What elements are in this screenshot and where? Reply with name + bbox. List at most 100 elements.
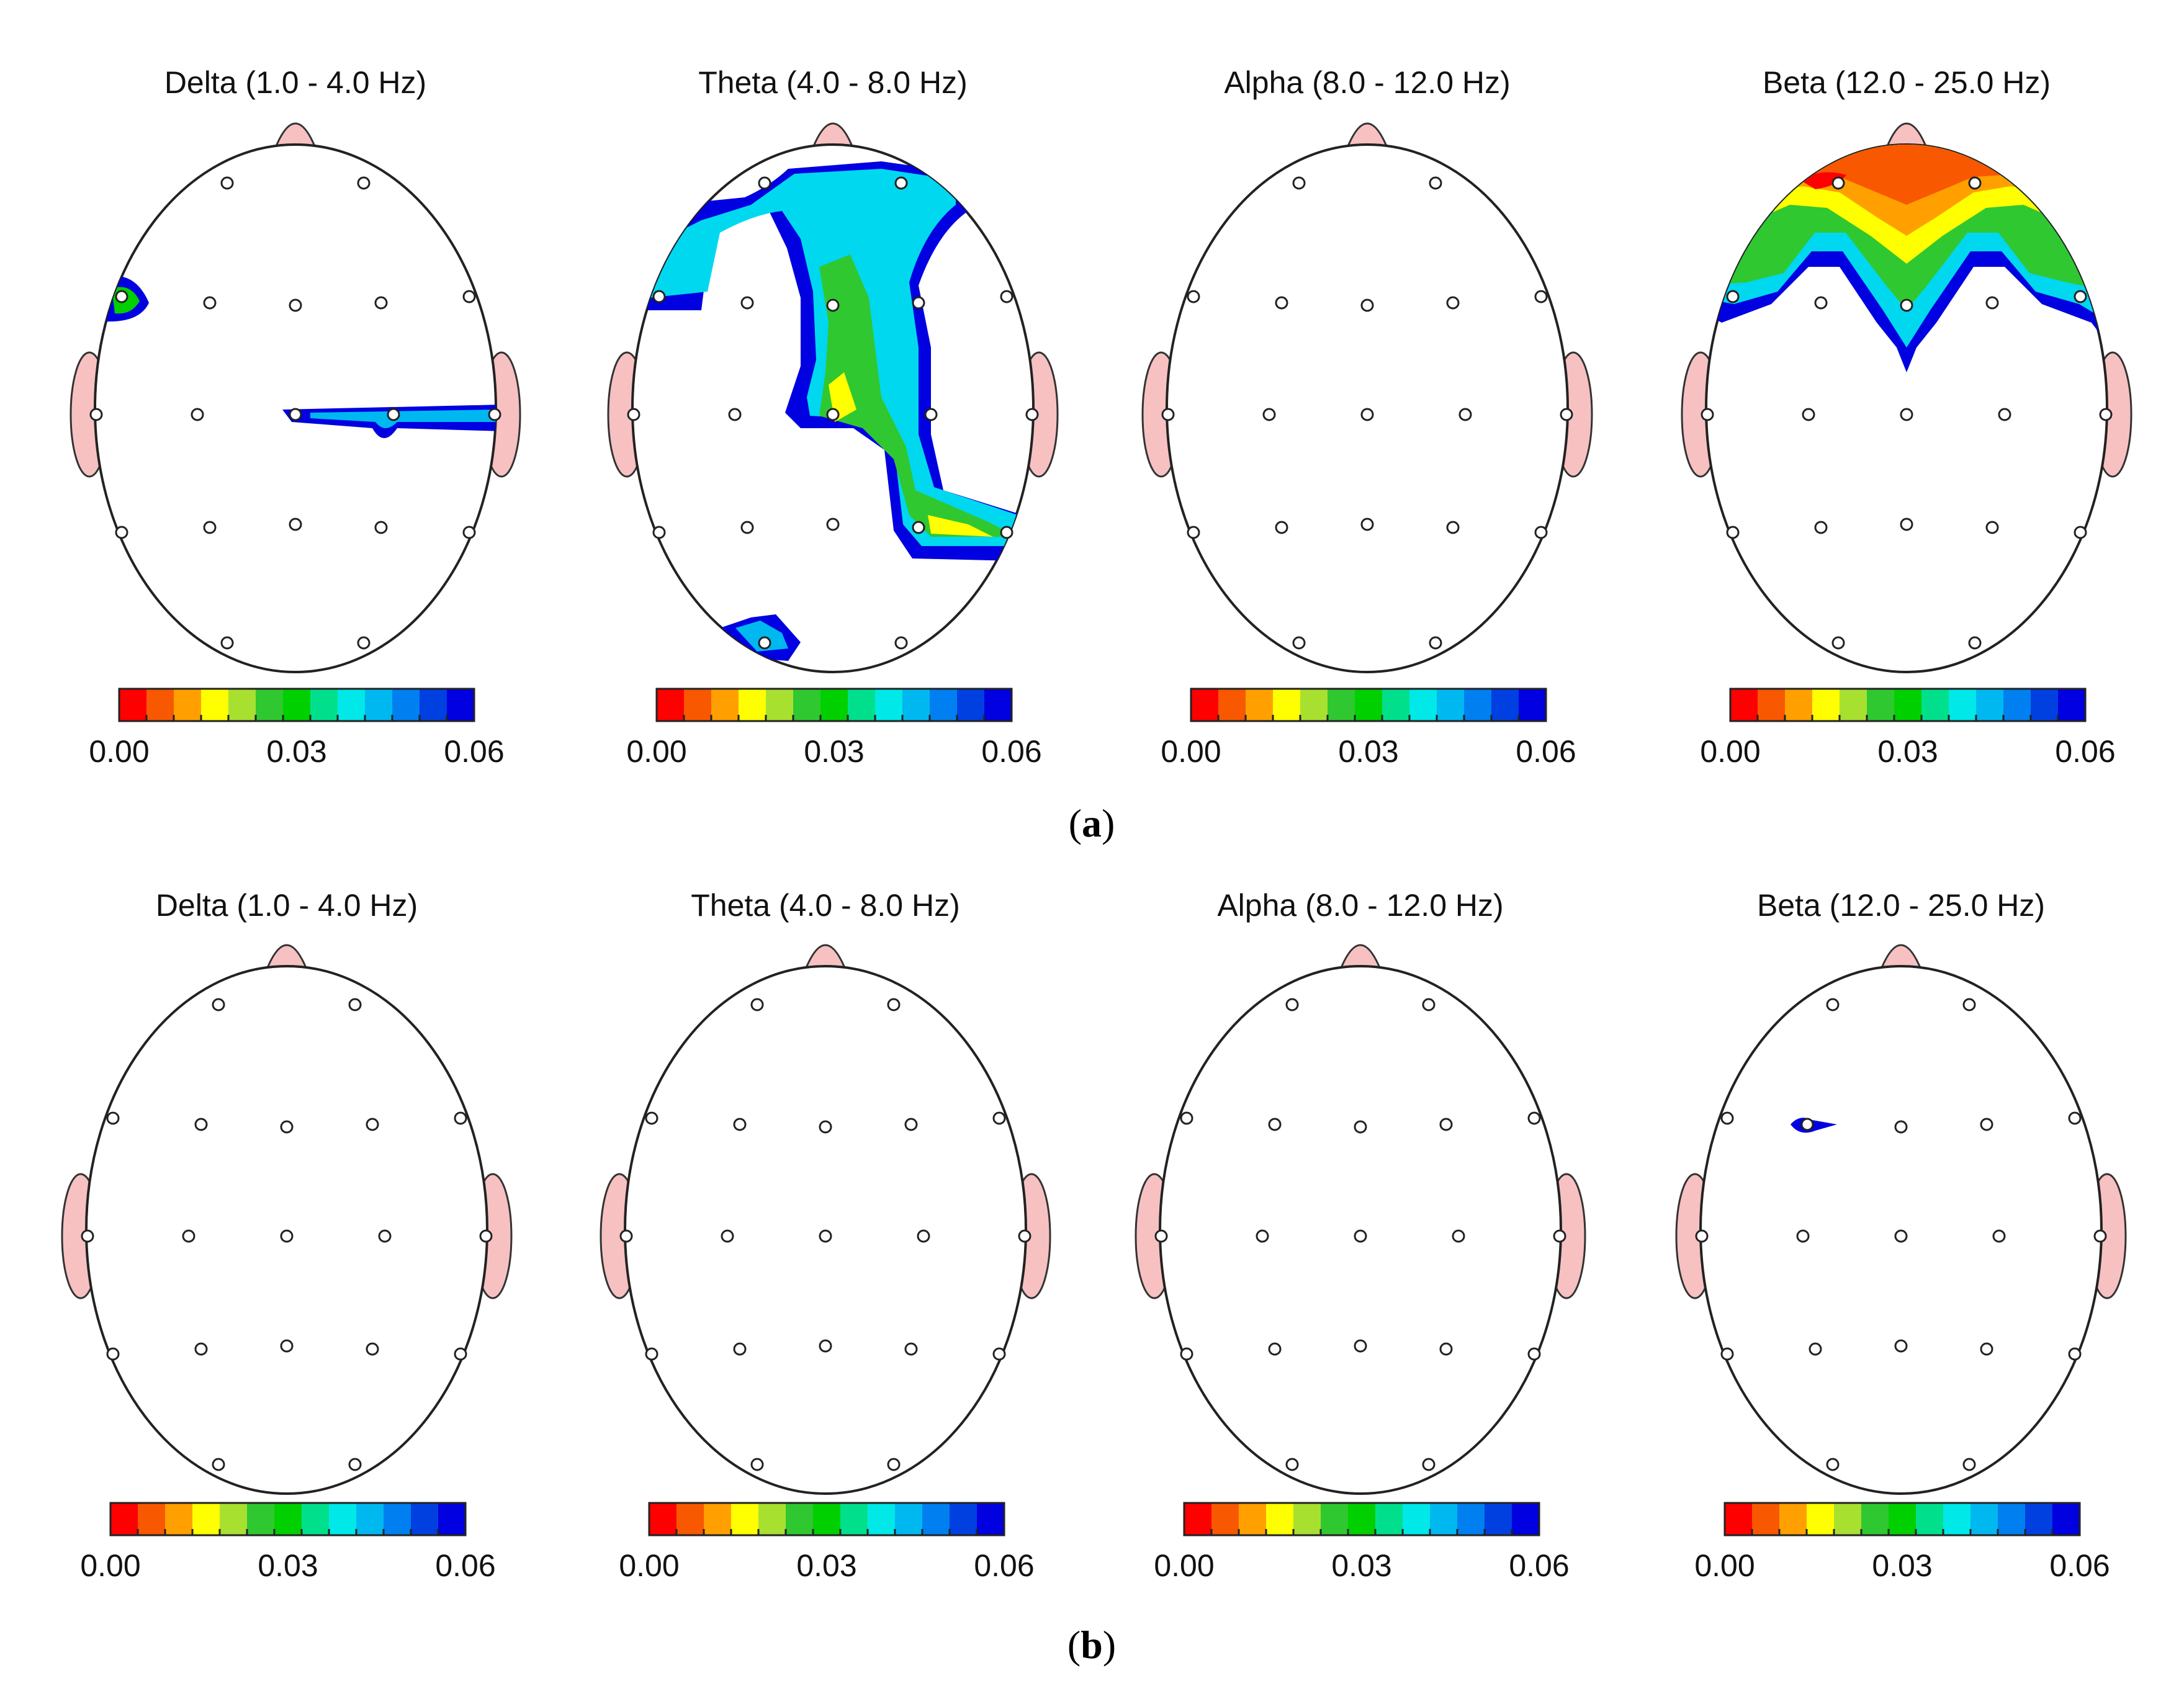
colorbar-segment: [1867, 689, 1895, 721]
electrode-T4: [1025, 408, 1039, 421]
colorbar-segment: [302, 1503, 330, 1535]
electrodes: [1695, 998, 2107, 1471]
colorbar-segment: [1300, 689, 1328, 721]
electrode-Cz: [1900, 408, 1913, 421]
electrode-P4: [366, 1342, 379, 1356]
topomap-delta-b: Delta (1.0 - 4.0 Hz): [61, 888, 513, 1583]
colorbar: [655, 688, 1013, 722]
colorbar-min-label: 0.00: [619, 1548, 679, 1583]
colorbar-mid-label: 0.03: [1331, 1548, 1391, 1583]
colorbar-frame: [118, 688, 475, 722]
electrode-T6: [454, 1347, 467, 1361]
electrode-F8: [2074, 290, 2087, 303]
electrode-Fp2: [1968, 176, 1982, 190]
colorbar-max-label: 0.06: [981, 734, 1041, 769]
colorbar-segment: [1752, 1503, 1780, 1535]
colorbar-mid-label: 0.03: [1877, 734, 1938, 769]
map-title: Theta (4.0 - 8.0 Hz): [691, 888, 960, 923]
electrode-F3: [1268, 1118, 1282, 1131]
electrode-O2: [1962, 1458, 1976, 1471]
electrode-Fp2: [1962, 998, 1976, 1011]
colorbar-segment: [977, 1503, 1005, 1535]
colorbar-segment: [420, 689, 447, 721]
colorbar-segment: [1807, 1503, 1835, 1535]
colorbar-tick-labels: 0.00 0.03 0.06: [89, 734, 504, 769]
electrode-T6: [1534, 526, 1548, 539]
electrode-F7: [115, 290, 128, 303]
colorbar-segment: [1355, 689, 1383, 721]
electrode-T3: [1161, 408, 1175, 421]
electrode-O1: [1826, 1458, 1840, 1471]
colorbar-segment: [1812, 689, 1840, 721]
electrodes: [81, 998, 493, 1471]
colorbar-segment: [1840, 689, 1867, 721]
electrode-F3: [1275, 296, 1288, 310]
colorbar-segment: [138, 1503, 166, 1535]
topomap-beta-b: Beta (12.0 - 25.0 Hz): [1675, 888, 2127, 1583]
colorbar: [118, 688, 475, 722]
electrode-T4: [2099, 408, 2113, 421]
electrode-Cz: [819, 1229, 832, 1243]
electrode-O1: [750, 1458, 764, 1471]
electrode-C3: [728, 408, 742, 421]
colorbar-segment: [365, 689, 393, 721]
electrode-T4: [1560, 408, 1573, 421]
colorbar-segment: [1519, 689, 1547, 721]
colorbar-min-label: 0.00: [80, 1548, 140, 1583]
electrode-Fp2: [1429, 176, 1442, 190]
colorbar-segment: [411, 1503, 439, 1535]
colorbar: [109, 1502, 467, 1536]
colorbar-frame: [109, 1502, 467, 1536]
electrode-T4: [488, 408, 501, 421]
electrode-P4: [912, 521, 925, 534]
colorbar-segment: [438, 1503, 466, 1535]
activity-peak-red: [1800, 172, 1846, 189]
electrode-O2: [348, 1458, 362, 1471]
colorbar-frame: [1729, 688, 2087, 722]
colorbar-frame: [1723, 1502, 2081, 1536]
electrode-Fp1: [1292, 176, 1306, 190]
electrode-T6: [2074, 526, 2087, 539]
colorbar-segment: [1375, 1503, 1403, 1535]
electrode-T5: [645, 1347, 658, 1361]
electrode-Fp1: [1285, 998, 1299, 1011]
colorbar-max-label: 0.06: [1516, 734, 1576, 769]
colorbar-frame: [655, 688, 1013, 722]
electrode-T6: [992, 1347, 1006, 1361]
colorbar-segment: [447, 689, 475, 721]
electrode-F4: [904, 1118, 918, 1131]
electrode-F4: [1980, 1118, 1993, 1131]
colorbar-segment: [676, 1503, 704, 1535]
colorbar-segment: [338, 689, 366, 721]
map-title: Beta (12.0 - 25.0 Hz): [1763, 65, 2051, 100]
colorbar-segment: [930, 689, 958, 721]
colorbar-segment: [950, 1503, 977, 1535]
electrode-C4: [1452, 1229, 1465, 1243]
electrode-Fp2: [894, 176, 908, 190]
electrode-P3: [1275, 521, 1288, 534]
colorbar-segment: [174, 689, 202, 721]
map-title: Delta (1.0 - 4.0 Hz): [156, 888, 418, 923]
activity-overlay: [632, 161, 1033, 661]
colorbar-segment: [228, 689, 256, 721]
colorbar-tick-labels: 0.00 0.03 0.06: [626, 734, 1041, 769]
colorbar-segment: [1457, 1503, 1485, 1535]
electrode-T3: [619, 1229, 633, 1243]
colorbar-segment: [984, 689, 1012, 721]
colorbar-max-label: 0.06: [2055, 734, 2115, 769]
colorbar-segment: [704, 1503, 732, 1535]
electrodes: [1161, 176, 1573, 650]
electrode-Cz: [289, 408, 302, 421]
electrode-O2: [894, 636, 908, 650]
colorbar-segment: [1184, 1503, 1212, 1535]
colorbar-segment: [758, 1503, 786, 1535]
colorbar-segment: [392, 689, 420, 721]
electrode-Fp2: [887, 998, 901, 1011]
electrode-T5: [1726, 526, 1740, 539]
electrode-F8: [992, 1111, 1006, 1125]
electrode-C3: [1802, 408, 1815, 421]
panel-caption: (a): [1069, 801, 1115, 845]
electrode-F4: [1439, 1118, 1453, 1131]
activity-blob-occipital-core: [735, 621, 788, 652]
